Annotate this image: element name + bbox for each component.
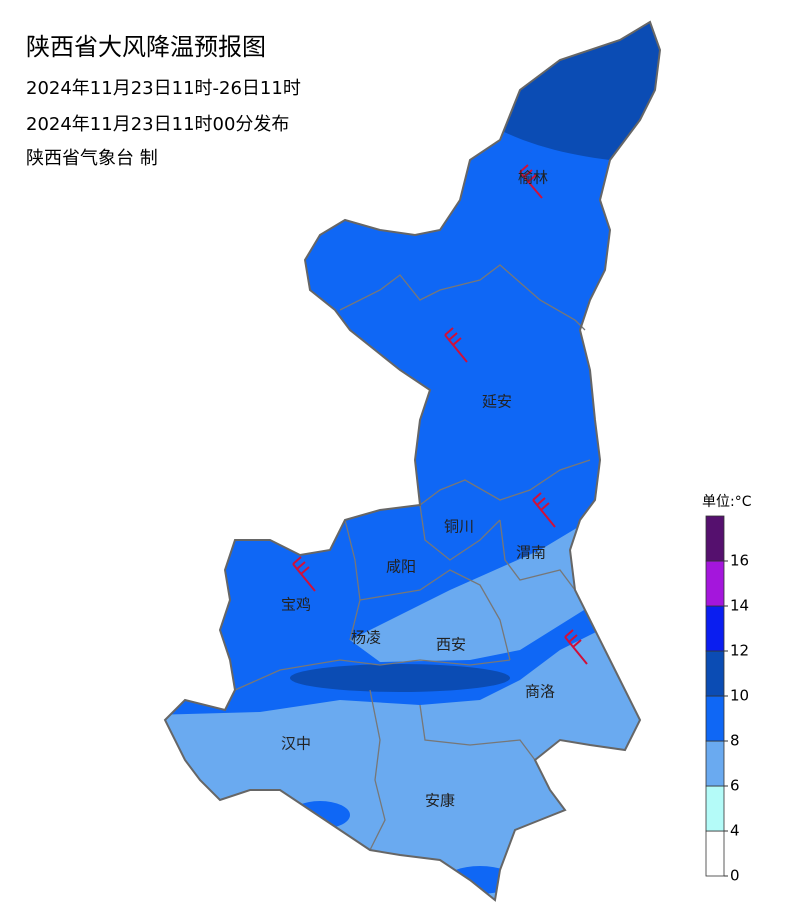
area-10-12 [499,22,660,165]
legend-swatch [705,695,725,742]
period: 2024年11月23日11时-26日11时 [26,78,301,99]
legend-tick-label: 0 [730,867,740,885]
province-outline [163,20,662,902]
legend-tick-label: 6 [730,777,740,795]
city-label: 渭南 [516,544,546,562]
city-label: 榆林 [518,169,548,187]
wind-symbols [292,164,588,665]
issuer: 陕西省气象台 制 [26,148,158,169]
city-label: 宝鸡 [281,596,311,614]
area-6-8 [350,520,600,662]
city-label: 杨凌 [351,629,381,647]
legend-tick-label: 14 [730,597,749,615]
legend-swatch [705,830,725,877]
legend-tick-label: 8 [730,732,740,750]
legend-swatch [705,740,725,787]
legend-tick-label: 4 [730,822,740,840]
legend-title: 单位:°C [702,494,752,510]
city-label: 延安 [482,393,512,411]
city-label: 汉中 [281,735,311,753]
city-label: 铜川 [444,518,474,536]
legend-swatch [705,605,725,652]
city-label: 西安 [436,636,466,654]
issue-time: 2024年11月23日11时00分发布 [26,114,289,135]
city-label: 咸阳 [386,558,416,576]
city-label: 商洛 [525,683,555,701]
city-boundaries [234,264,591,851]
legend-tick-label: 12 [730,642,749,660]
legend-swatch [705,515,725,562]
area-8-10 [290,801,350,829]
legend-swatch [705,650,725,697]
legend-swatch [705,785,725,832]
legend: 单位:°C 0 4 6 8 10 12 14 16 [702,494,752,885]
title: 陕西省大风降温预报图 [26,33,266,61]
legend-tick-label: 16 [730,552,749,570]
legend-swatch [705,560,725,607]
city-label: 安康 [425,792,455,810]
legend-tick-label: 10 [730,687,749,705]
area-10-12 [290,664,510,692]
